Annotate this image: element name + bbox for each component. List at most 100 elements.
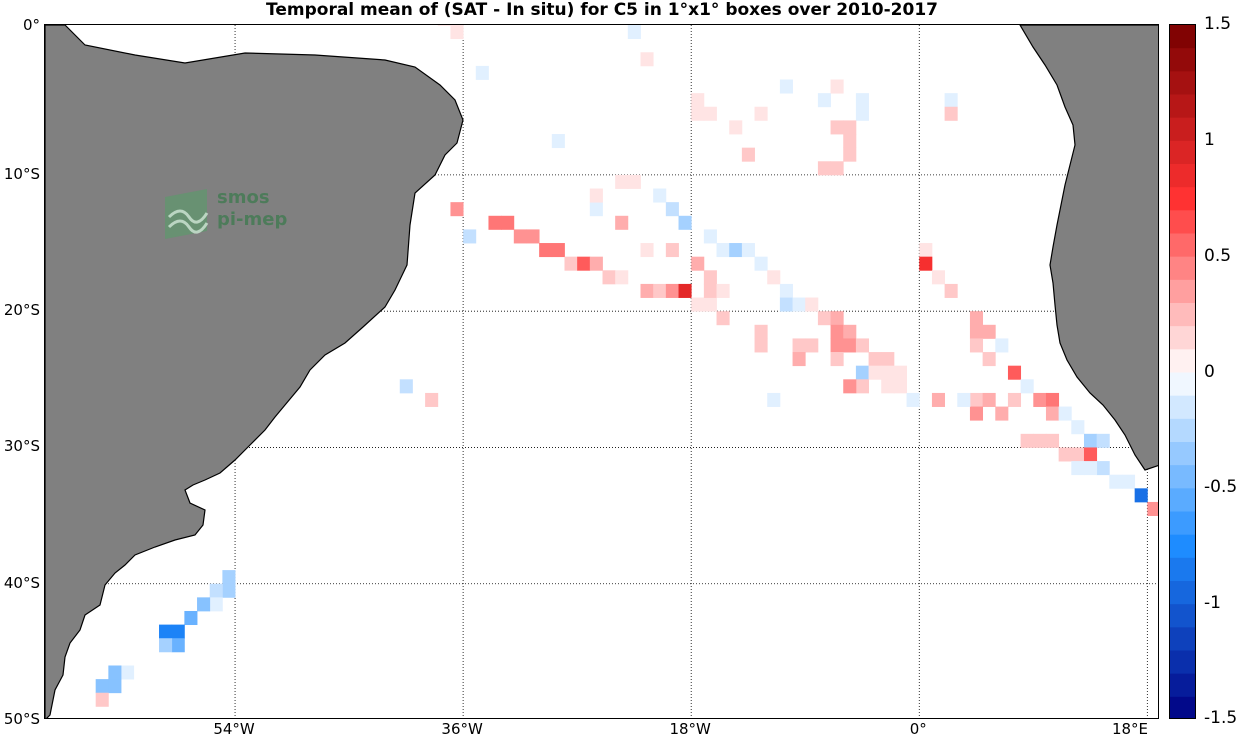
data-cell (665, 243, 679, 258)
colorbar-segment (1170, 303, 1195, 327)
data-cell (1058, 447, 1072, 462)
data-cell (716, 243, 730, 258)
data-cell (982, 324, 996, 339)
data-cell (577, 256, 591, 271)
data-cell (640, 52, 654, 67)
data-cell (754, 324, 768, 339)
data-cell (602, 270, 616, 285)
latitude-label: 50°S (3, 710, 40, 728)
data-cell (1033, 433, 1047, 448)
data-cell (1045, 406, 1060, 421)
data-cell (792, 297, 806, 312)
data-cell (817, 93, 831, 108)
data-cell (779, 283, 793, 298)
data-cell (830, 352, 844, 367)
data-cell (209, 583, 223, 598)
data-cell (627, 174, 641, 189)
data-cell (171, 624, 185, 639)
data-cell (1083, 447, 1098, 462)
data-cell (691, 93, 705, 108)
colorbar-segment (1170, 48, 1195, 72)
data-cell (95, 692, 109, 707)
data-cell (678, 283, 692, 298)
data-cell (526, 229, 540, 244)
data-cell (691, 106, 705, 121)
data-cell (881, 352, 895, 367)
data-cells (95, 25, 1158, 707)
smos-pimep-watermark: smos pi-mep (163, 187, 303, 243)
colorbar-segment (1170, 418, 1195, 443)
colorbar-segment (1170, 534, 1195, 559)
data-cell (564, 256, 578, 271)
data-cell (906, 392, 920, 407)
data-cell (931, 392, 946, 407)
data-cell (855, 379, 869, 394)
data-cell (95, 679, 109, 694)
data-cell (678, 215, 692, 230)
colorbar-segment (1170, 349, 1195, 373)
data-cell (615, 215, 629, 230)
data-cell (665, 283, 679, 298)
data-cell (843, 324, 857, 339)
colorbar-segment (1170, 256, 1195, 281)
colorbar-segment (1170, 395, 1195, 420)
data-cell (805, 297, 819, 312)
data-cell (1045, 433, 1060, 448)
data-cell (944, 106, 958, 121)
latitude-label: 30°S (3, 437, 40, 456)
data-cell (463, 229, 477, 244)
data-cell (969, 406, 984, 421)
data-cell (792, 338, 806, 353)
longitude-label: 54°W (213, 720, 255, 738)
data-cell (855, 106, 869, 121)
data-cell (627, 25, 641, 40)
data-cell (615, 174, 629, 189)
data-cell (881, 379, 895, 394)
map-plot-area: smos pi-mep (44, 24, 1159, 719)
colorbar-segment (1170, 164, 1195, 188)
data-cell (1109, 474, 1123, 489)
data-cell (843, 147, 857, 162)
data-cell (868, 365, 882, 380)
data-cell (703, 270, 717, 285)
data-cell (475, 65, 489, 80)
data-cell (995, 338, 1009, 353)
map-title: Temporal mean of (SAT - In situ) for C5 … (266, 0, 938, 20)
data-cell (1121, 474, 1136, 489)
data-cell (488, 215, 502, 230)
colorbar-segment (1170, 233, 1195, 258)
data-cell (919, 243, 933, 258)
colorbar-svg (1170, 25, 1195, 718)
colorbar-segment (1170, 140, 1195, 165)
colorbar-segment (1170, 279, 1195, 304)
colorbar-segment (1170, 326, 1195, 350)
data-cell (843, 379, 857, 394)
data-cell (969, 311, 984, 326)
data-cell (893, 379, 907, 394)
data-cell (855, 93, 869, 108)
data-cell (868, 352, 882, 367)
data-cell (159, 624, 173, 639)
data-cell (919, 256, 933, 271)
data-cell (969, 324, 984, 339)
data-cell (1007, 392, 1022, 407)
data-cell (779, 79, 793, 94)
data-cell (665, 202, 679, 217)
data-cell (450, 25, 464, 40)
data-cell (1096, 433, 1110, 448)
map-svg (45, 25, 1158, 718)
data-cell (843, 120, 857, 135)
colorbar-segment (1170, 511, 1195, 536)
data-cell (843, 134, 857, 149)
data-cell (513, 229, 527, 244)
data-cell (944, 283, 958, 298)
data-cell (450, 202, 464, 217)
data-cell (108, 665, 122, 680)
data-cell (931, 270, 946, 285)
data-cell (1020, 433, 1034, 448)
data-cell (830, 79, 844, 94)
colorbar-segment (1170, 604, 1195, 628)
colorbar-segment (1170, 25, 1195, 49)
data-cell (703, 283, 717, 298)
data-cell (982, 352, 996, 367)
